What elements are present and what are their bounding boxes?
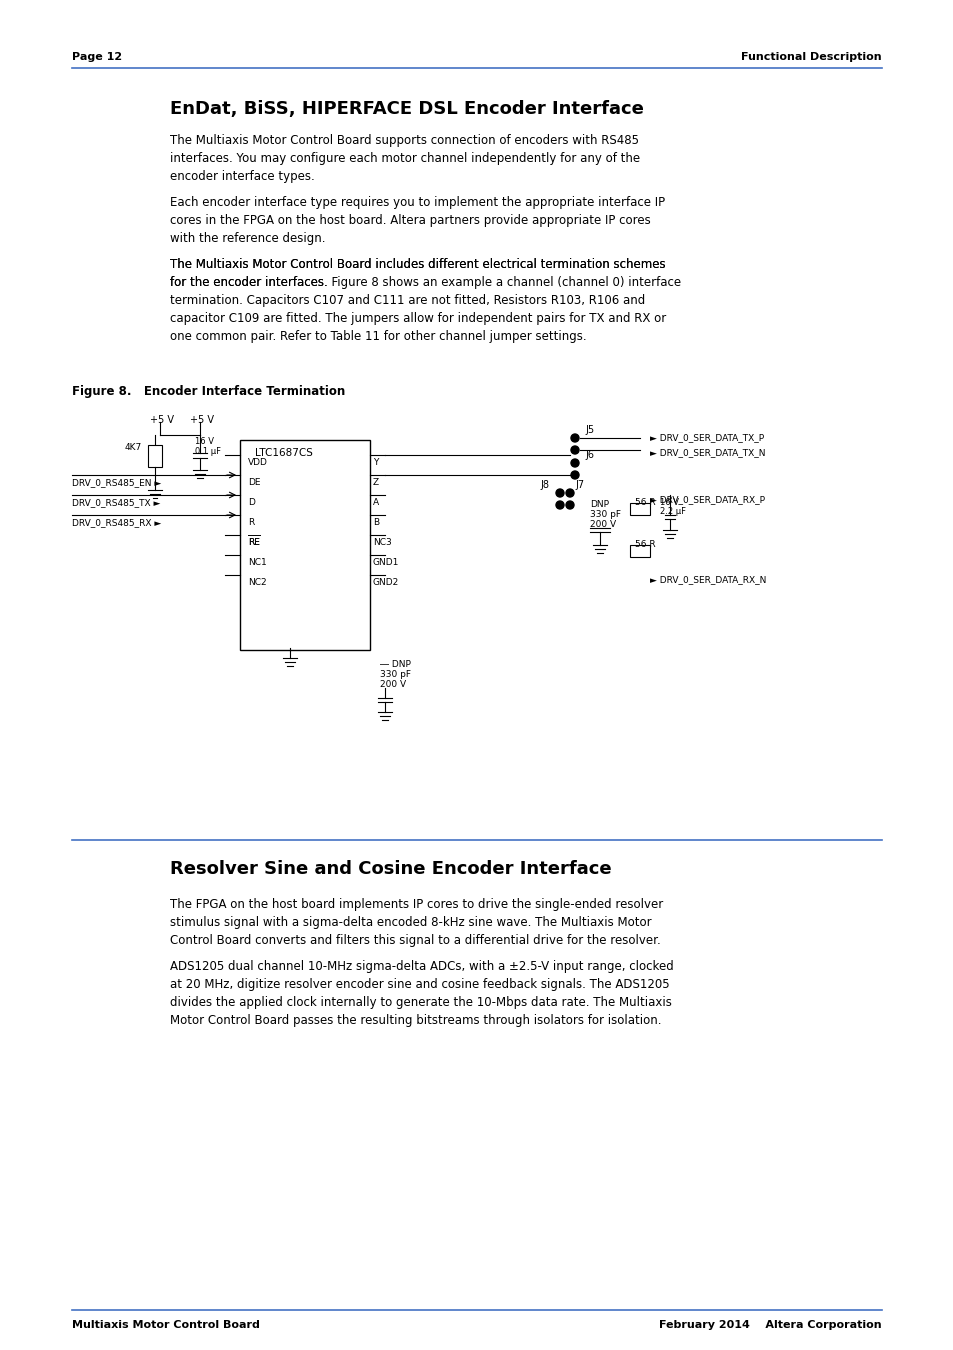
Text: J7: J7 (575, 481, 583, 490)
Circle shape (556, 489, 563, 497)
Text: 56 R: 56 R (635, 498, 655, 508)
Text: February 2014    Altera Corporation: February 2014 Altera Corporation (659, 1320, 882, 1330)
Text: 330 pF: 330 pF (589, 510, 620, 518)
Text: DRV_0_RS485_RX ►: DRV_0_RS485_RX ► (71, 518, 161, 526)
Text: DE: DE (248, 478, 260, 487)
Text: NC2: NC2 (248, 578, 266, 587)
Bar (148, 446, 162, 467)
Text: DRV_0_RS485_TX ►: DRV_0_RS485_TX ► (71, 498, 160, 508)
Text: 4K7: 4K7 (125, 443, 142, 452)
Text: ► DRV_0_SER_DATA_TX_N: ► DRV_0_SER_DATA_TX_N (649, 448, 764, 458)
Text: J6: J6 (584, 450, 594, 460)
Text: 200 V: 200 V (379, 680, 406, 688)
Circle shape (571, 433, 578, 441)
Text: J8: J8 (539, 481, 548, 490)
Text: ► DRV_0_SER_DATA_TX_P: ► DRV_0_SER_DATA_TX_P (649, 433, 763, 441)
Circle shape (565, 501, 574, 509)
Text: Z: Z (373, 478, 378, 487)
Bar (629, 504, 649, 514)
Bar (629, 545, 649, 558)
Text: +5 V: +5 V (190, 414, 213, 425)
Text: RE: RE (248, 539, 259, 547)
Text: 0.1 μF: 0.1 μF (194, 447, 221, 456)
Text: Functional Description: Functional Description (740, 53, 882, 62)
Text: 56 R: 56 R (635, 540, 655, 549)
Text: VDD: VDD (248, 458, 268, 467)
Text: 200 V: 200 V (589, 520, 616, 529)
Text: 2.2 μF: 2.2 μF (659, 508, 685, 516)
Text: Each encoder interface type requires you to implement the appropriate interface : Each encoder interface type requires you… (170, 196, 664, 244)
Text: DNP: DNP (589, 500, 608, 509)
Circle shape (571, 459, 578, 467)
Circle shape (571, 446, 578, 454)
Text: R: R (248, 518, 254, 526)
Bar (71, 400, 882, 830)
Text: The FPGA on the host board implements IP cores to drive the single-ended resolve: The FPGA on the host board implements IP… (170, 898, 662, 946)
Text: EnDat, BiSS, HIPERFACE DSL Encoder Interface: EnDat, BiSS, HIPERFACE DSL Encoder Inter… (170, 100, 643, 117)
Circle shape (571, 471, 578, 479)
Text: DRV_0_RS485_EN ►: DRV_0_RS485_EN ► (71, 478, 161, 487)
Text: ► DRV_0_SER_DATA_RX_N: ► DRV_0_SER_DATA_RX_N (649, 575, 765, 585)
Text: RE: RE (248, 539, 259, 547)
Text: The Multiaxis Motor Control Board supports connection of encoders with RS485
int: The Multiaxis Motor Control Board suppor… (170, 134, 639, 184)
Text: J5: J5 (584, 425, 594, 435)
Text: Figure 8.   Encoder Interface Termination: Figure 8. Encoder Interface Termination (71, 385, 345, 398)
Text: Page 12: Page 12 (71, 53, 122, 62)
Text: 16 V: 16 V (194, 437, 213, 446)
Circle shape (565, 489, 574, 497)
Bar (240, 440, 370, 649)
Text: GND1: GND1 (373, 558, 399, 567)
Text: GND2: GND2 (373, 578, 399, 587)
Text: NC1: NC1 (248, 558, 267, 567)
Text: +5 V: +5 V (150, 414, 173, 425)
Text: ADS1205 dual channel 10-MHz sigma-delta ADCs, with a ±2.5-V input range, clocked: ADS1205 dual channel 10-MHz sigma-delta … (170, 960, 673, 1027)
Text: B: B (373, 518, 378, 526)
Text: Multiaxis Motor Control Board: Multiaxis Motor Control Board (71, 1320, 259, 1330)
Text: A: A (373, 498, 378, 508)
Text: 16 V: 16 V (659, 498, 679, 508)
Text: Resolver Sine and Cosine Encoder Interface: Resolver Sine and Cosine Encoder Interfa… (170, 860, 611, 878)
Text: The Multiaxis Motor Control Board includes different electrical termination sche: The Multiaxis Motor Control Board includ… (170, 258, 665, 289)
Text: ► DRV_0_SER_DATA_RX_P: ► DRV_0_SER_DATA_RX_P (649, 495, 764, 504)
Text: D: D (248, 498, 254, 508)
Text: Y: Y (373, 458, 378, 467)
Text: LTC1687CS: LTC1687CS (254, 448, 313, 458)
Text: The Multiaxis Motor Control Board includes different electrical termination sche: The Multiaxis Motor Control Board includ… (170, 258, 680, 343)
Circle shape (556, 501, 563, 509)
Text: ― DNP: ― DNP (379, 660, 411, 670)
Text: 330 pF: 330 pF (379, 670, 411, 679)
Text: NC3: NC3 (373, 539, 392, 547)
